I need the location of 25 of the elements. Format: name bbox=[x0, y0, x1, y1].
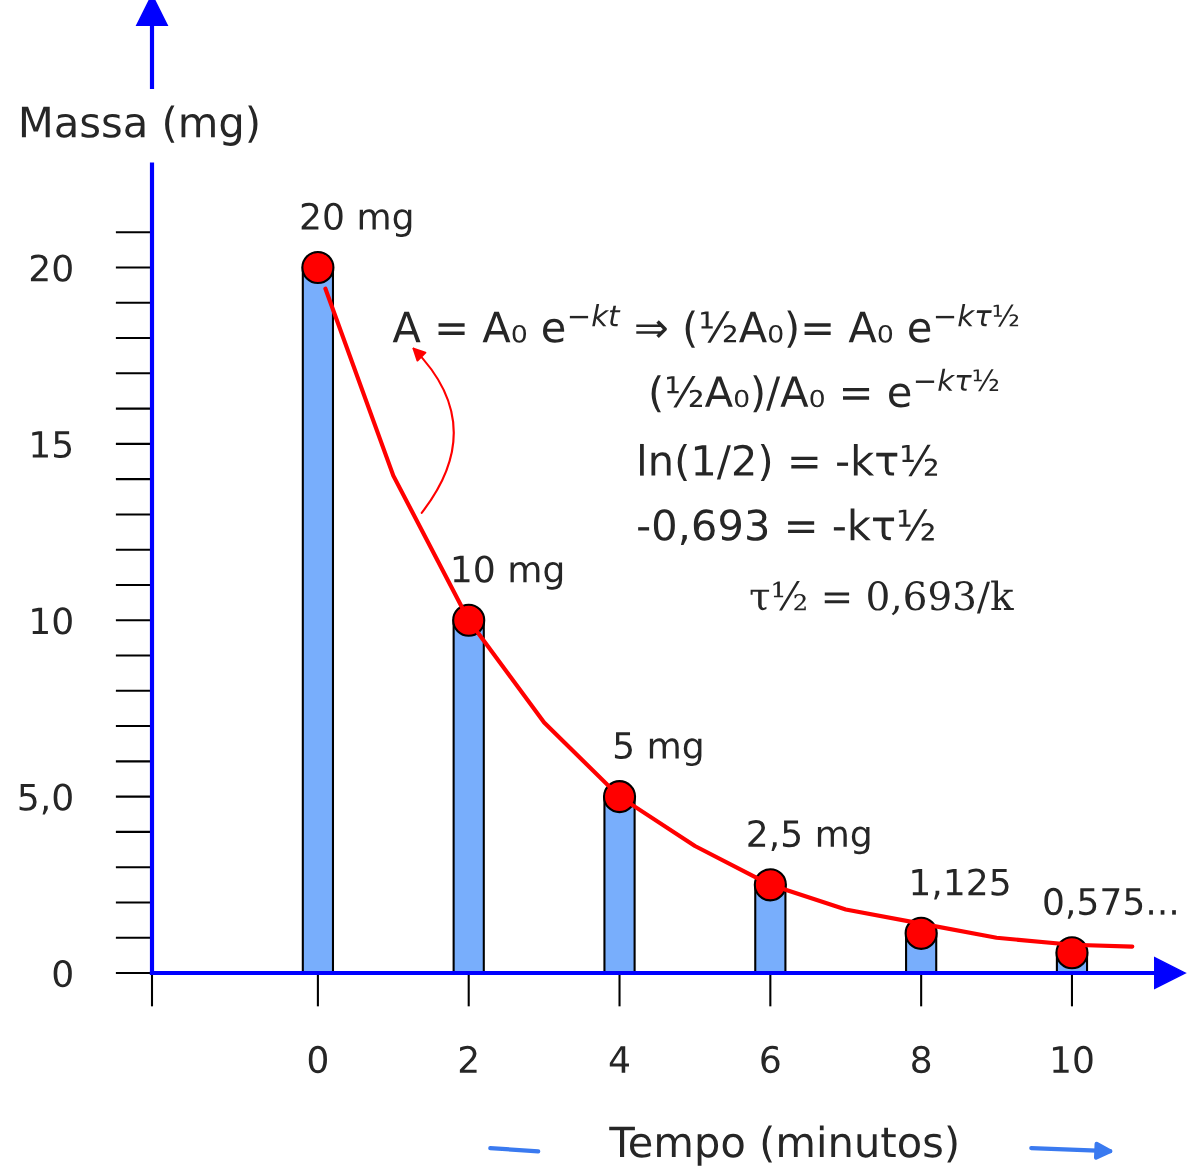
annotation: τ½ = 0,693/k bbox=[750, 580, 1014, 616]
y-tick-label: 15 bbox=[32, 431, 72, 459]
x-tick-label: 0 bbox=[308, 1045, 327, 1074]
y-tick-label: 5,0 bbox=[19, 783, 72, 815]
x-tick-label: 6 bbox=[761, 1045, 780, 1074]
data-label: 2,5 mg bbox=[748, 819, 870, 855]
data-label: 1,125 bbox=[912, 868, 1009, 900]
data-label: 5 mg bbox=[614, 732, 702, 767]
data-label: 20 mg bbox=[301, 202, 412, 237]
point bbox=[301, 250, 335, 285]
y-tick-label: 20 bbox=[30, 254, 72, 282]
data-label: 10 mg bbox=[453, 555, 563, 590]
x-tick-label: 4 bbox=[609, 1046, 629, 1073]
y-tick-label: 0 bbox=[53, 959, 72, 988]
y-axis-title: Massa (mg) bbox=[21, 105, 258, 146]
y-tick-label: 10 bbox=[32, 607, 72, 635]
data-label: 0,575... bbox=[1044, 887, 1176, 919]
x-tick-label: 2 bbox=[459, 1045, 477, 1073]
annotation: (½A₀)/A₀ = e$^{−kτ½}$ bbox=[651, 368, 999, 413]
x-tick-label: 10 bbox=[1052, 1045, 1093, 1074]
annotation: A = A₀ e$^{−kt}$ ⇒ (½A₀)= A₀ e$^{−kτ½}$ bbox=[392, 304, 1019, 348]
x-tick-label: 8 bbox=[912, 1045, 931, 1074]
annotation: ln(1/2) = -kτ½ bbox=[640, 443, 938, 482]
x-axis-title: Tempo (minutos) bbox=[609, 1125, 957, 1166]
annotation: -0,693 = -kτ½ bbox=[638, 508, 934, 546]
